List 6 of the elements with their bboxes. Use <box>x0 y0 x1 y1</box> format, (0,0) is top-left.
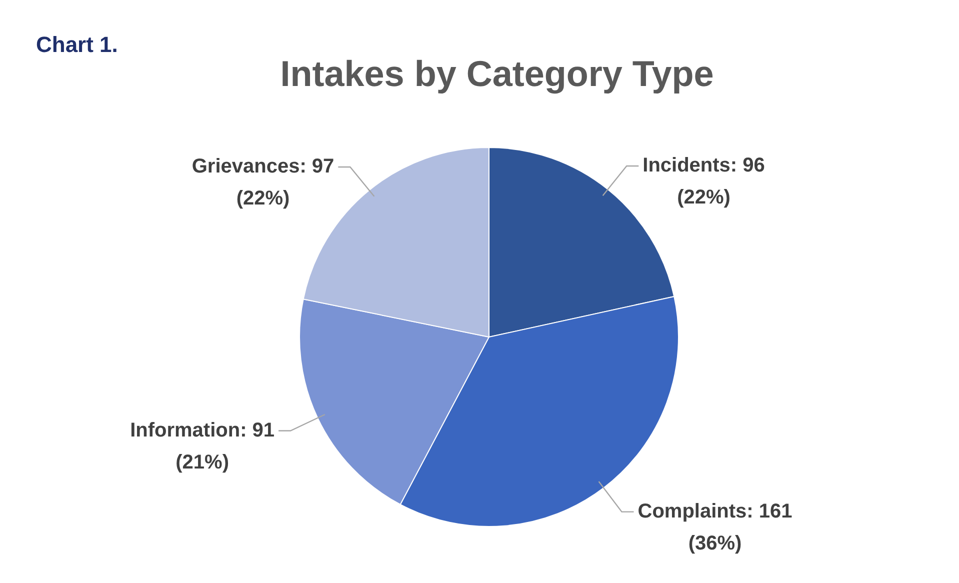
caption: Chart 1. <box>36 32 118 58</box>
slice-label: Incidents: 96 (22%) <box>642 154 765 209</box>
chart-title: Intakes by Category Type <box>280 52 714 94</box>
slice-label: Information: 91 (21%) <box>130 419 275 474</box>
slice-label: Complaints: 161 (36%) <box>638 500 792 554</box>
slice-label: Grievances: 97 (22%) <box>192 156 334 210</box>
